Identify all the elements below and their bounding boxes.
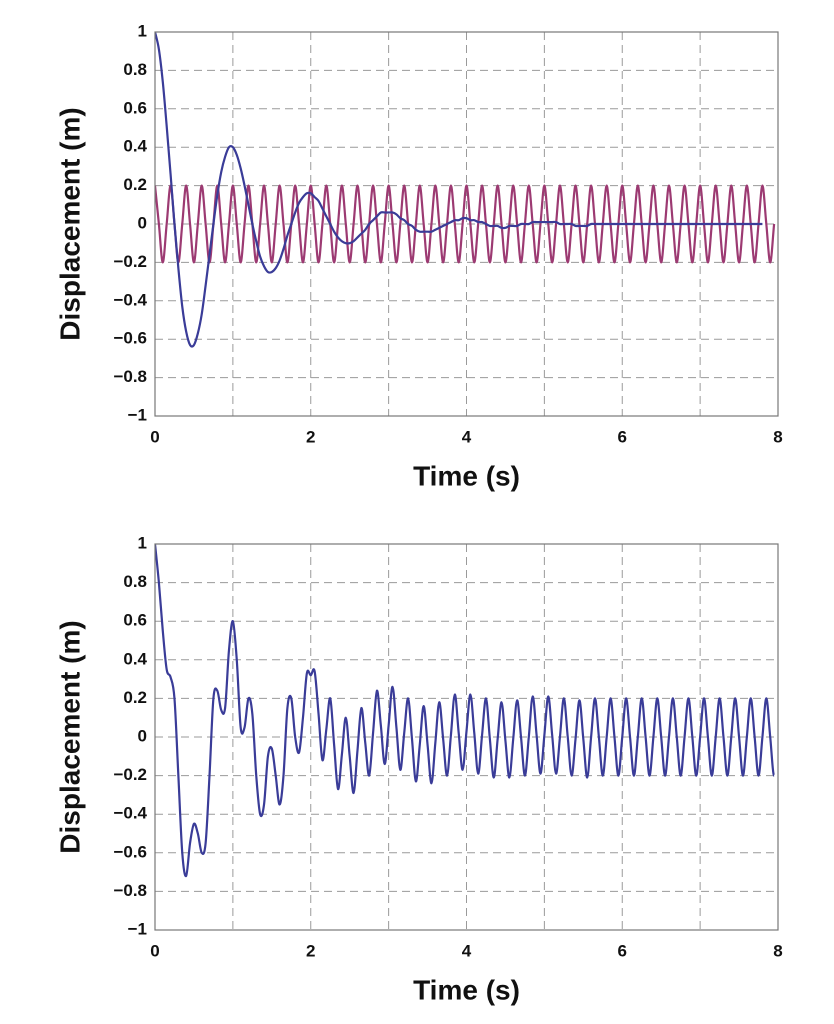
x-tick-label: 2 [306, 941, 315, 960]
y-tick-label: −0.4 [113, 804, 147, 823]
y-tick-label: 0 [138, 726, 147, 745]
x-tick-label: 4 [462, 427, 472, 446]
y-tick-label: −0.8 [113, 367, 147, 386]
y-tick-label: −0.4 [113, 290, 147, 309]
y-axis-label: Displacement (m) [54, 620, 85, 853]
y-axis-label: Displacement (m) [54, 107, 85, 340]
y-tick-label: 0.2 [123, 175, 147, 194]
chart: −1 −0.8 −0.6 −0.4 −0.2 0 0.2 0.4 0.6 0.8 1 0 2 4 6 8 Tim… [54, 533, 782, 1005]
x-tick-label: 0 [150, 427, 159, 446]
plot-frame [154, 543, 779, 931]
x-tick-label: 8 [773, 427, 782, 446]
x-tick-label: 6 [618, 941, 627, 960]
y-tick-label: 0.4 [123, 649, 147, 668]
y-tick-label: −1 [128, 919, 147, 938]
x-axis-label: Time (s) [413, 974, 520, 1005]
plot-area [155, 543, 776, 878]
y-tick-label: −0.2 [113, 765, 147, 784]
data-line [155, 543, 776, 878]
data-line [155, 31, 763, 348]
y-tick-label: 0.8 [123, 572, 147, 591]
y-tick-label: 0.6 [123, 611, 147, 630]
y-tick-label: −0.8 [113, 881, 147, 900]
chart: −1 −0.8 −0.6 −0.4 −0.2 0 0.2 0.4 0.6 0.8 1 0 2 4 6 8 Tim… [54, 21, 782, 491]
y-tick-label: 0.8 [123, 60, 147, 79]
x-tick-label: 4 [462, 941, 472, 960]
plot-frame [154, 31, 779, 417]
x-tick-label: 6 [618, 427, 627, 446]
y-tick-label: 1 [138, 533, 147, 552]
x-tick-label: 8 [773, 941, 782, 960]
plot-area [155, 31, 776, 348]
x-tick-label: 2 [306, 427, 315, 446]
y-tick-label: −0.6 [113, 329, 147, 348]
y-tick-label: 0.2 [123, 688, 147, 707]
y-tick-label: 0 [138, 213, 147, 232]
x-tick-label: 0 [150, 941, 159, 960]
y-tick-label: −0.2 [113, 252, 147, 271]
y-tick-label: 0.4 [123, 137, 147, 156]
x-axis-label: Time (s) [413, 460, 520, 491]
y-tick-label: 1 [138, 21, 147, 40]
y-tick-label: 0.6 [123, 98, 147, 117]
y-tick-label: −0.6 [113, 842, 147, 861]
y-tick-label: −1 [128, 405, 147, 424]
